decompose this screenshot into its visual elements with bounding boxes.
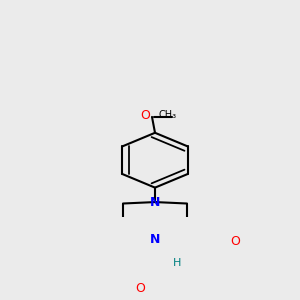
Text: N: N (150, 233, 160, 246)
Text: O: O (230, 235, 240, 248)
Text: CH₃: CH₃ (159, 110, 177, 121)
Text: H: H (173, 258, 181, 268)
Text: N: N (150, 196, 160, 208)
Text: O: O (140, 109, 150, 122)
Text: O: O (135, 282, 145, 295)
